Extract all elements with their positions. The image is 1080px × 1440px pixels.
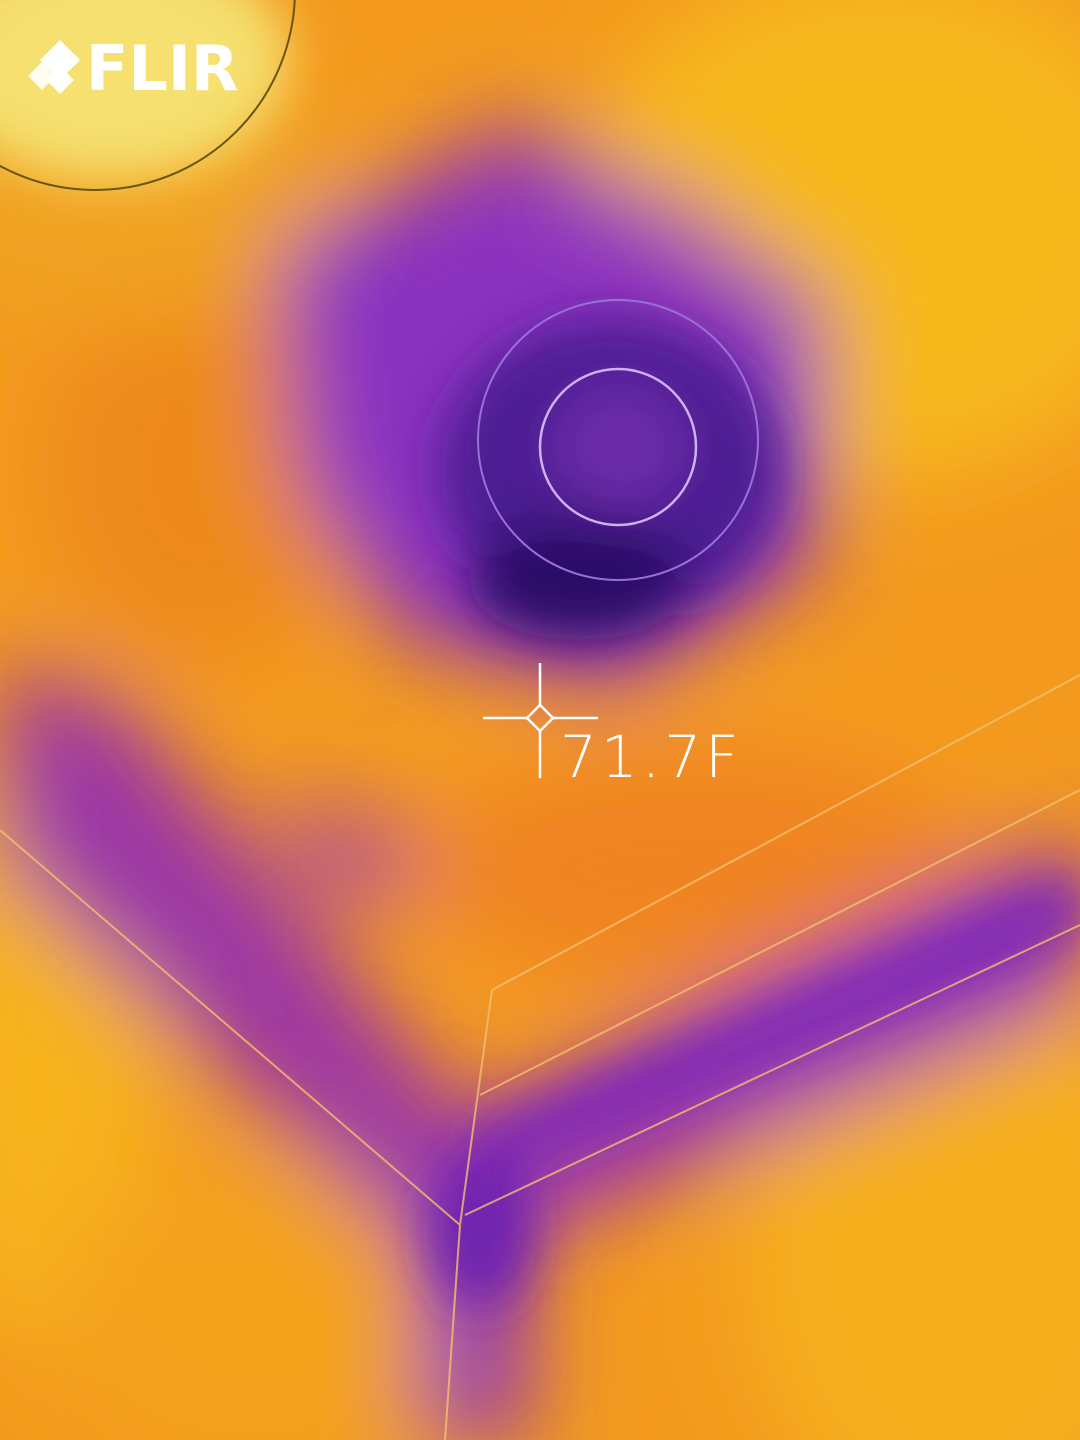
spot-temperature: 71.7F — [560, 723, 743, 791]
flir-logo: FLIR — [28, 32, 239, 105]
brand-text: FLIR — [86, 32, 239, 105]
spot-meter — [483, 663, 598, 778]
